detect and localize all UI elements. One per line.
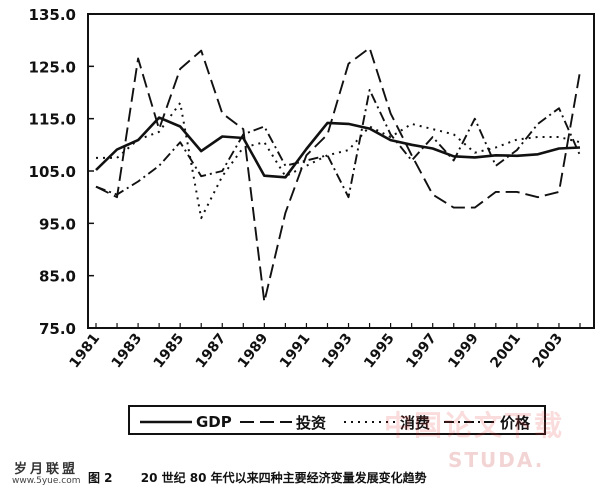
legend-label-gdp: GDP	[196, 413, 232, 431]
legend-label-consumption: 消费	[400, 413, 431, 432]
x-tick-label: 1993	[319, 331, 356, 372]
x-tick-label: 1989	[235, 331, 272, 372]
figure-caption: 图 2 20 世纪 80 年代以来四种主要经济变量发展变化趋势	[88, 469, 427, 486]
legend-swatch-gdp	[140, 420, 192, 424]
figure-caption-text: 20 世纪 80 年代以来四种主要经济变量发展变化趋势	[140, 471, 427, 485]
y-tick-label: 95.0	[39, 215, 76, 233]
y-tick-label: 75.0	[39, 320, 76, 338]
watermark-paper-cn: 中国论文下载	[384, 409, 565, 442]
legend-item-investment: 投资	[240, 411, 326, 433]
plot-frame	[87, 13, 595, 329]
y-tick-label: 125.0	[29, 58, 76, 76]
series-lines	[95, 47, 581, 303]
watermark-site-url: www.5yue.com	[12, 476, 81, 486]
legend-swatch-price	[444, 421, 496, 423]
legend: GDP 投资 消费 价格	[128, 405, 546, 435]
series-investment	[95, 47, 581, 303]
line-chart: 75.0 85.0 95.0 105.0 115.0 125.0 135.0 1981 198…	[29, 6, 595, 372]
x-axis-ticks: 1981 1983 1985 1987 1989 1991 1993 1995 1997 1999…	[67, 323, 581, 372]
y-axis-ticks: 75.0 85.0 95.0 105.0 115.0 125.0 135.0	[29, 6, 94, 338]
watermark-site-cn: 岁月联盟	[14, 462, 79, 477]
chart-axes	[87, 13, 595, 329]
y-tick-label: 105.0	[29, 163, 76, 181]
series-gdp	[95, 116, 581, 179]
y-tick-label: 85.0	[39, 268, 76, 286]
figure-number: 图 2	[88, 471, 113, 485]
y-tick-label: 135.0	[29, 6, 76, 24]
y-tick-label: 115.0	[29, 111, 76, 129]
x-tick-label: 1999	[445, 331, 482, 372]
x-tick-label: 1987	[193, 331, 230, 372]
legend-label-investment: 投资	[296, 413, 327, 432]
watermark-paper-url: STUDA.	[448, 448, 545, 472]
legend-item-gdp: GDP	[140, 411, 232, 433]
legend-item-price: 价格	[444, 411, 530, 433]
legend-item-consumption: 消费	[344, 411, 430, 433]
x-tick-label: 1991	[277, 331, 314, 372]
x-tick-label: 1995	[361, 331, 398, 372]
x-tick-label: 2001	[487, 331, 524, 372]
legend-swatch-consumption	[344, 421, 396, 423]
x-tick-label: 1983	[109, 331, 146, 372]
series-price	[95, 88, 581, 199]
x-tick-label: 1997	[403, 331, 440, 372]
legend-swatch-investment	[240, 421, 292, 423]
legend-label-price: 价格	[500, 413, 531, 432]
x-tick-label: 2003	[530, 331, 567, 372]
x-tick-label: 1985	[151, 331, 188, 372]
